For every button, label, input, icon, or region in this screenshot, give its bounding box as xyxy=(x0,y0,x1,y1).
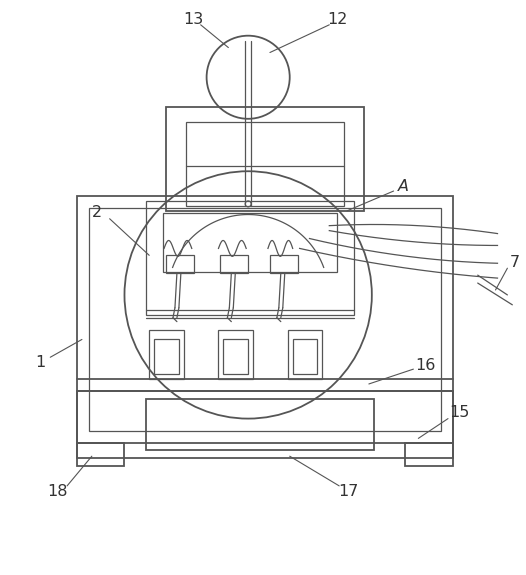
Text: 12: 12 xyxy=(327,12,347,28)
Text: 18: 18 xyxy=(47,484,67,499)
Bar xyxy=(270,255,298,273)
Text: 7: 7 xyxy=(510,255,520,270)
Bar xyxy=(166,255,194,273)
Bar xyxy=(406,443,453,466)
Bar xyxy=(163,213,337,272)
Bar xyxy=(149,329,184,379)
Bar xyxy=(218,329,253,379)
Text: 17: 17 xyxy=(338,484,358,499)
Bar xyxy=(288,329,322,379)
Text: 15: 15 xyxy=(450,405,470,420)
Text: 13: 13 xyxy=(184,12,204,28)
Bar xyxy=(146,201,354,315)
Bar xyxy=(292,339,317,374)
Bar xyxy=(89,208,441,431)
Bar xyxy=(146,399,374,450)
Bar xyxy=(186,122,344,206)
Bar xyxy=(77,196,453,443)
Bar xyxy=(166,107,364,211)
Bar xyxy=(154,339,179,374)
Text: A: A xyxy=(398,179,409,194)
Text: 16: 16 xyxy=(415,358,436,373)
Bar xyxy=(77,391,453,458)
Bar xyxy=(224,339,248,374)
Text: 2: 2 xyxy=(92,205,102,220)
Bar xyxy=(77,443,125,466)
Text: 1: 1 xyxy=(35,355,46,370)
Bar xyxy=(220,255,248,273)
